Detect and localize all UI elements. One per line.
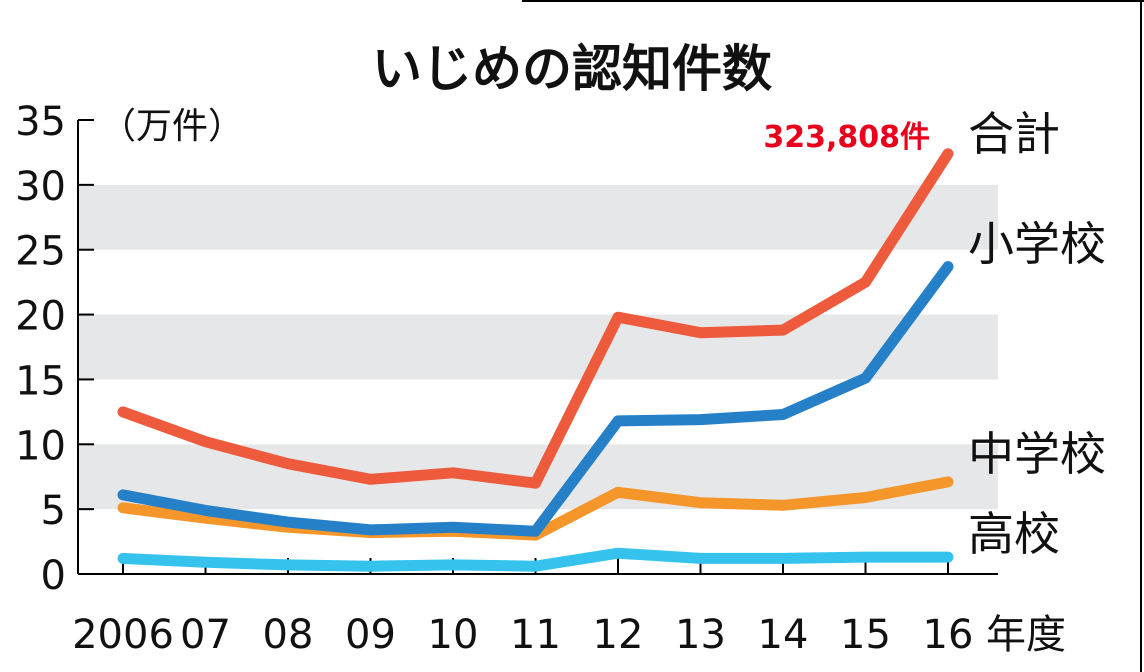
unit-label: （万件） xyxy=(100,106,244,147)
y-tick-label: 0 xyxy=(41,553,66,599)
chart-title: いじめの認知件数 xyxy=(372,40,772,98)
x-tick-label: 13 xyxy=(675,612,726,658)
x-tick-label: 15 xyxy=(840,612,891,658)
x-tick-label: 12 xyxy=(593,612,644,658)
x-tick-label: 11 xyxy=(510,612,561,658)
y-ticks: 0 5 10 15 20 25 30 35 xyxy=(15,99,94,599)
y-tick-label: 25 xyxy=(15,229,66,275)
total-annotation: 323,808件 xyxy=(763,120,930,155)
x-tick-label: 08 xyxy=(263,612,314,658)
axes xyxy=(77,120,998,575)
y-tick-label: 15 xyxy=(15,358,66,404)
grid-band xyxy=(78,314,998,380)
y-tick-label: 10 xyxy=(15,423,66,469)
series-label: 小学校 xyxy=(968,217,1106,271)
grid-band xyxy=(78,184,998,250)
y-tick-label: 20 xyxy=(15,294,66,340)
x-axis-suffix: 年度 xyxy=(986,612,1066,658)
y-tick-label: 5 xyxy=(41,488,66,534)
x-tick-label: 2006 xyxy=(72,612,174,658)
series-label: 合計 xyxy=(968,107,1060,161)
series-line xyxy=(117,148,954,489)
y-tick-label: 35 xyxy=(15,99,66,145)
x-tick-label: 10 xyxy=(428,612,479,658)
series-line xyxy=(117,261,954,537)
x-ticks: 2006 07 08 09 10 11 12 13 14 15 16 xyxy=(72,558,973,658)
series-label: 高校 xyxy=(968,507,1060,561)
x-tick-label: 07 xyxy=(180,612,231,658)
series-line xyxy=(117,547,954,572)
series-lines xyxy=(117,148,954,572)
series-label: 中学校 xyxy=(968,427,1106,481)
x-tick-label: 09 xyxy=(345,612,396,658)
x-tick-label: 14 xyxy=(758,612,809,658)
y-tick-label: 30 xyxy=(15,164,66,210)
grid-bands xyxy=(78,184,998,510)
x-tick-label: 16 xyxy=(923,612,974,658)
